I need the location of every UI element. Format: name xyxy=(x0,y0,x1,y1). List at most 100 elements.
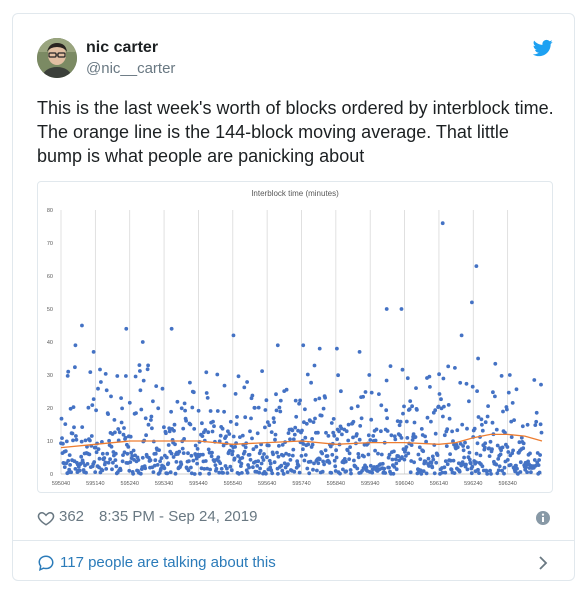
scatter-point xyxy=(337,429,341,434)
scatter-point xyxy=(440,470,445,475)
scatter-point xyxy=(204,391,209,395)
x-tick-label: 595340 xyxy=(155,481,173,487)
scatter-point xyxy=(392,465,397,469)
scatter-point xyxy=(382,466,387,471)
x-tick-label: 595640 xyxy=(258,481,276,487)
scatter-point xyxy=(334,455,339,460)
scatter-point xyxy=(250,436,254,441)
scatter-point xyxy=(79,454,84,459)
scatter-point xyxy=(210,450,214,455)
scatter-point xyxy=(266,443,271,448)
scatter-point xyxy=(182,437,187,441)
scatter-point xyxy=(317,396,322,401)
tweet-timestamp[interactable]: 8:35 PM - Sep 24, 2019 xyxy=(99,508,258,525)
scatter-point xyxy=(234,422,239,427)
scatter-point xyxy=(229,468,234,473)
scatter-point xyxy=(261,458,266,462)
scatter-point xyxy=(366,433,371,438)
scatter-point xyxy=(525,422,530,427)
scatter-point xyxy=(439,397,443,402)
scatter-point xyxy=(472,426,477,431)
scatter-point xyxy=(111,460,115,465)
scatter-point xyxy=(67,467,72,472)
scatter-point xyxy=(221,443,226,448)
like-count[interactable]: 362 xyxy=(59,508,85,525)
scatter-point xyxy=(80,323,84,328)
scatter-point xyxy=(389,433,394,438)
scatter-point xyxy=(459,333,464,338)
scatter-point xyxy=(384,378,389,383)
scatter-point xyxy=(265,420,270,424)
scatter-point xyxy=(463,440,467,445)
scatter-point xyxy=(177,449,182,454)
scatter-point xyxy=(288,437,292,442)
scatter-point xyxy=(291,447,296,452)
scatter-outliers xyxy=(66,221,480,374)
scatter-point xyxy=(305,372,310,377)
scatter-point xyxy=(489,472,493,476)
scatter-point xyxy=(526,459,530,464)
twitter-bird-icon[interactable] xyxy=(533,38,553,58)
scatter-point xyxy=(410,404,414,409)
scatter-point xyxy=(136,458,141,462)
scatter-point xyxy=(311,420,316,424)
scatter-point xyxy=(129,450,134,455)
scatter-point xyxy=(114,464,119,469)
scatter-point xyxy=(128,434,133,439)
scatter-point xyxy=(179,406,184,411)
scatter-point xyxy=(200,421,204,426)
scatter-point xyxy=(474,451,479,456)
scatter-point xyxy=(348,445,352,449)
scatter-point xyxy=(421,469,426,473)
scatter-point xyxy=(108,457,112,462)
tweet-text: This is the last week's worth of blocks … xyxy=(37,98,554,166)
avatar[interactable] xyxy=(37,38,77,78)
scatter-point xyxy=(441,414,445,419)
scatter-point xyxy=(228,464,233,469)
scatter-point xyxy=(254,444,259,449)
scatter-point xyxy=(369,417,374,422)
scatter-point xyxy=(348,468,353,472)
scatter-point xyxy=(329,471,334,475)
scatter-point xyxy=(358,424,363,428)
author-name[interactable]: nic carter xyxy=(86,39,159,56)
scatter-point xyxy=(280,468,285,473)
author-handle[interactable]: @nic__carter xyxy=(86,60,176,77)
scatter-point xyxy=(65,374,70,378)
chevron-right-icon[interactable] xyxy=(537,555,549,571)
scatter-point xyxy=(408,399,413,403)
scatter-point xyxy=(455,428,460,433)
scatter-point xyxy=(137,363,142,367)
heart-icon[interactable] xyxy=(37,509,55,527)
scatter-point xyxy=(316,461,321,466)
x-tick-label: 595140 xyxy=(86,481,104,487)
scatter-point xyxy=(71,438,75,443)
scatter-point xyxy=(514,387,519,392)
scatter-point xyxy=(141,378,146,383)
scatter-point xyxy=(442,433,447,438)
scatter-point xyxy=(384,408,389,413)
scatter-point xyxy=(271,416,276,421)
scatter-point xyxy=(265,455,269,460)
scatter-point xyxy=(120,459,125,464)
chart-image[interactable]: Interblock time (minutes) 80 70 60 50 40 30 20… xyxy=(37,181,553,493)
scatter-point xyxy=(344,429,349,434)
scatter-point xyxy=(189,453,194,458)
scatter-point xyxy=(494,427,499,432)
scatter-point xyxy=(87,452,92,457)
info-icon[interactable] xyxy=(535,510,551,526)
scatter-point xyxy=(284,451,288,456)
scatter-point xyxy=(351,419,356,424)
scatter-point xyxy=(334,448,338,453)
scatter-point xyxy=(345,448,350,453)
scatter-point xyxy=(519,435,524,440)
scatter-point xyxy=(391,471,396,476)
scatter-point xyxy=(138,369,142,373)
conversation-link[interactable]: 117 people are talking about this xyxy=(37,551,553,575)
avatar-image xyxy=(37,38,77,78)
scatter-point xyxy=(198,471,202,476)
scatter-point xyxy=(298,398,302,403)
scatter-point xyxy=(292,469,297,474)
scatter-point xyxy=(193,443,198,448)
scatter-point xyxy=(208,409,213,413)
